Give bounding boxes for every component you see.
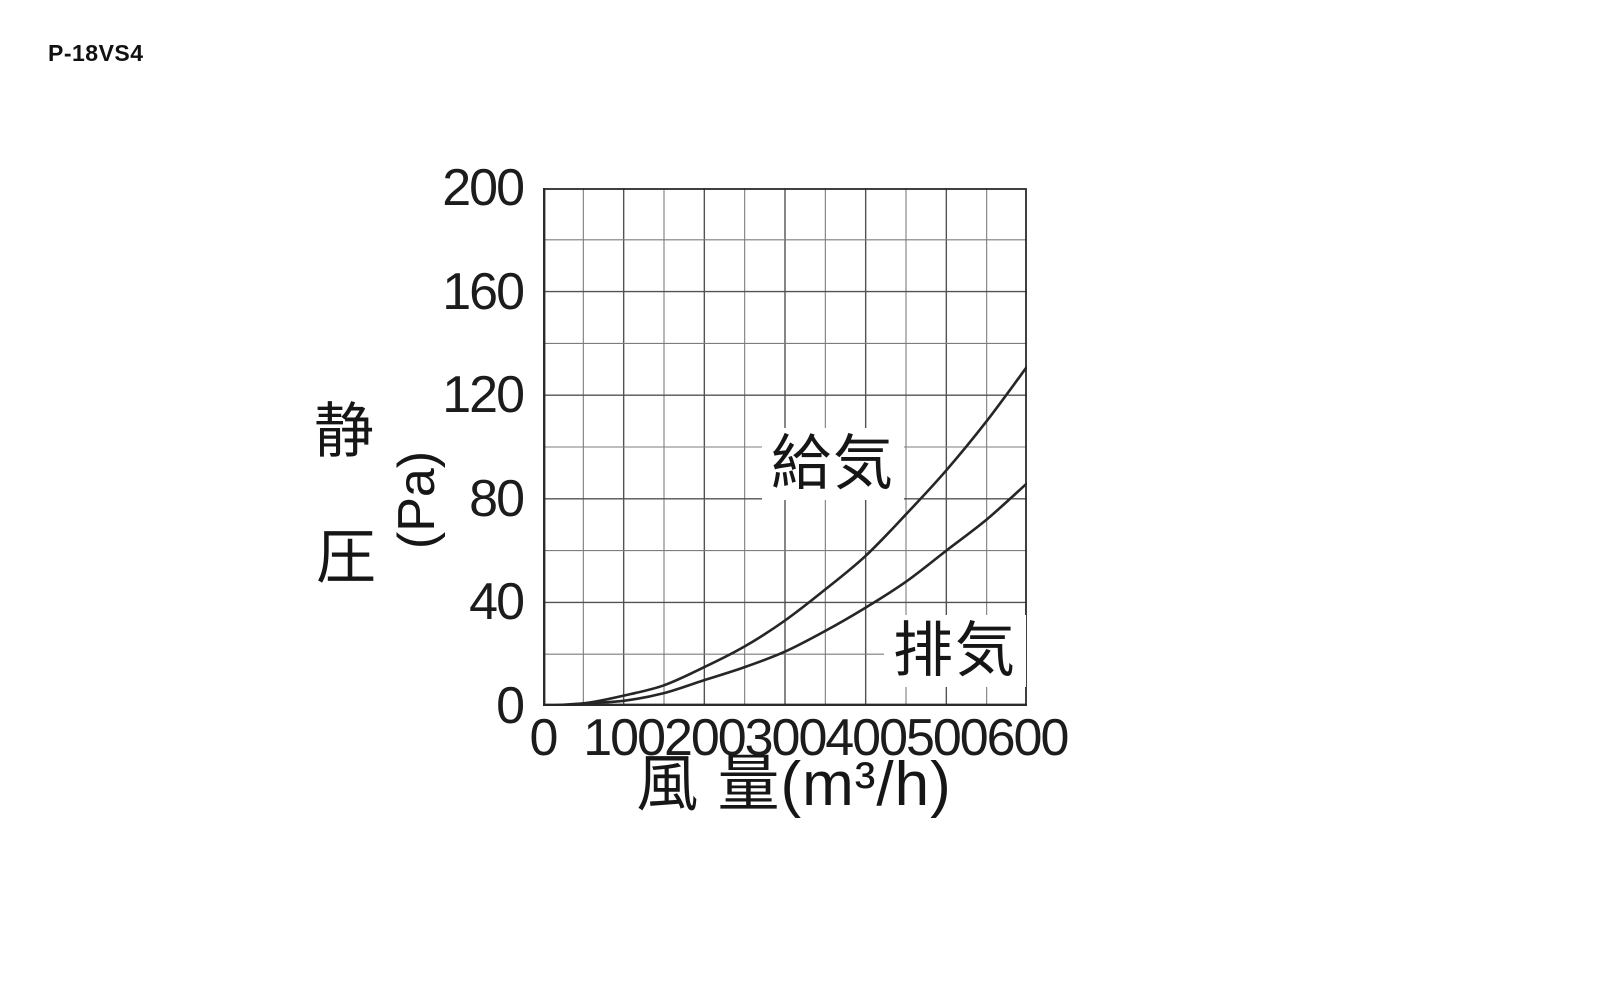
y-tick-label: 80 — [469, 469, 525, 528]
y-tick-label: 120 — [442, 366, 525, 425]
y-axis-title-char-2: 圧 — [316, 524, 376, 591]
curve-supply — [543, 365, 1027, 706]
x-tick-label: 0 — [529, 709, 559, 767]
x-tick-label: 100 — [583, 709, 666, 767]
curve-label-supply: 給気 — [762, 428, 904, 500]
y-tick-label: 40 — [469, 573, 525, 632]
x-tick-label: 600 — [986, 709, 1070, 767]
y-tick-label: 160 — [442, 262, 525, 321]
x-axis-title: 風 量(m³/h) — [636, 750, 952, 819]
curve-label-exhaust: 排気 — [884, 615, 1026, 687]
x-tick-label: 500 — [905, 709, 989, 767]
y-tick-label: 0 — [496, 677, 525, 735]
x-tick-label: 200 — [663, 709, 747, 767]
curve-exhaust — [543, 482, 1027, 706]
model-code-label: P-18VS4 — [48, 40, 144, 66]
y-tick-label: 200 — [442, 159, 525, 217]
x-tick-label: 400 — [825, 709, 908, 767]
x-tick-label: 300 — [744, 709, 828, 767]
y-axis-title-char-1: 静 — [314, 398, 374, 465]
